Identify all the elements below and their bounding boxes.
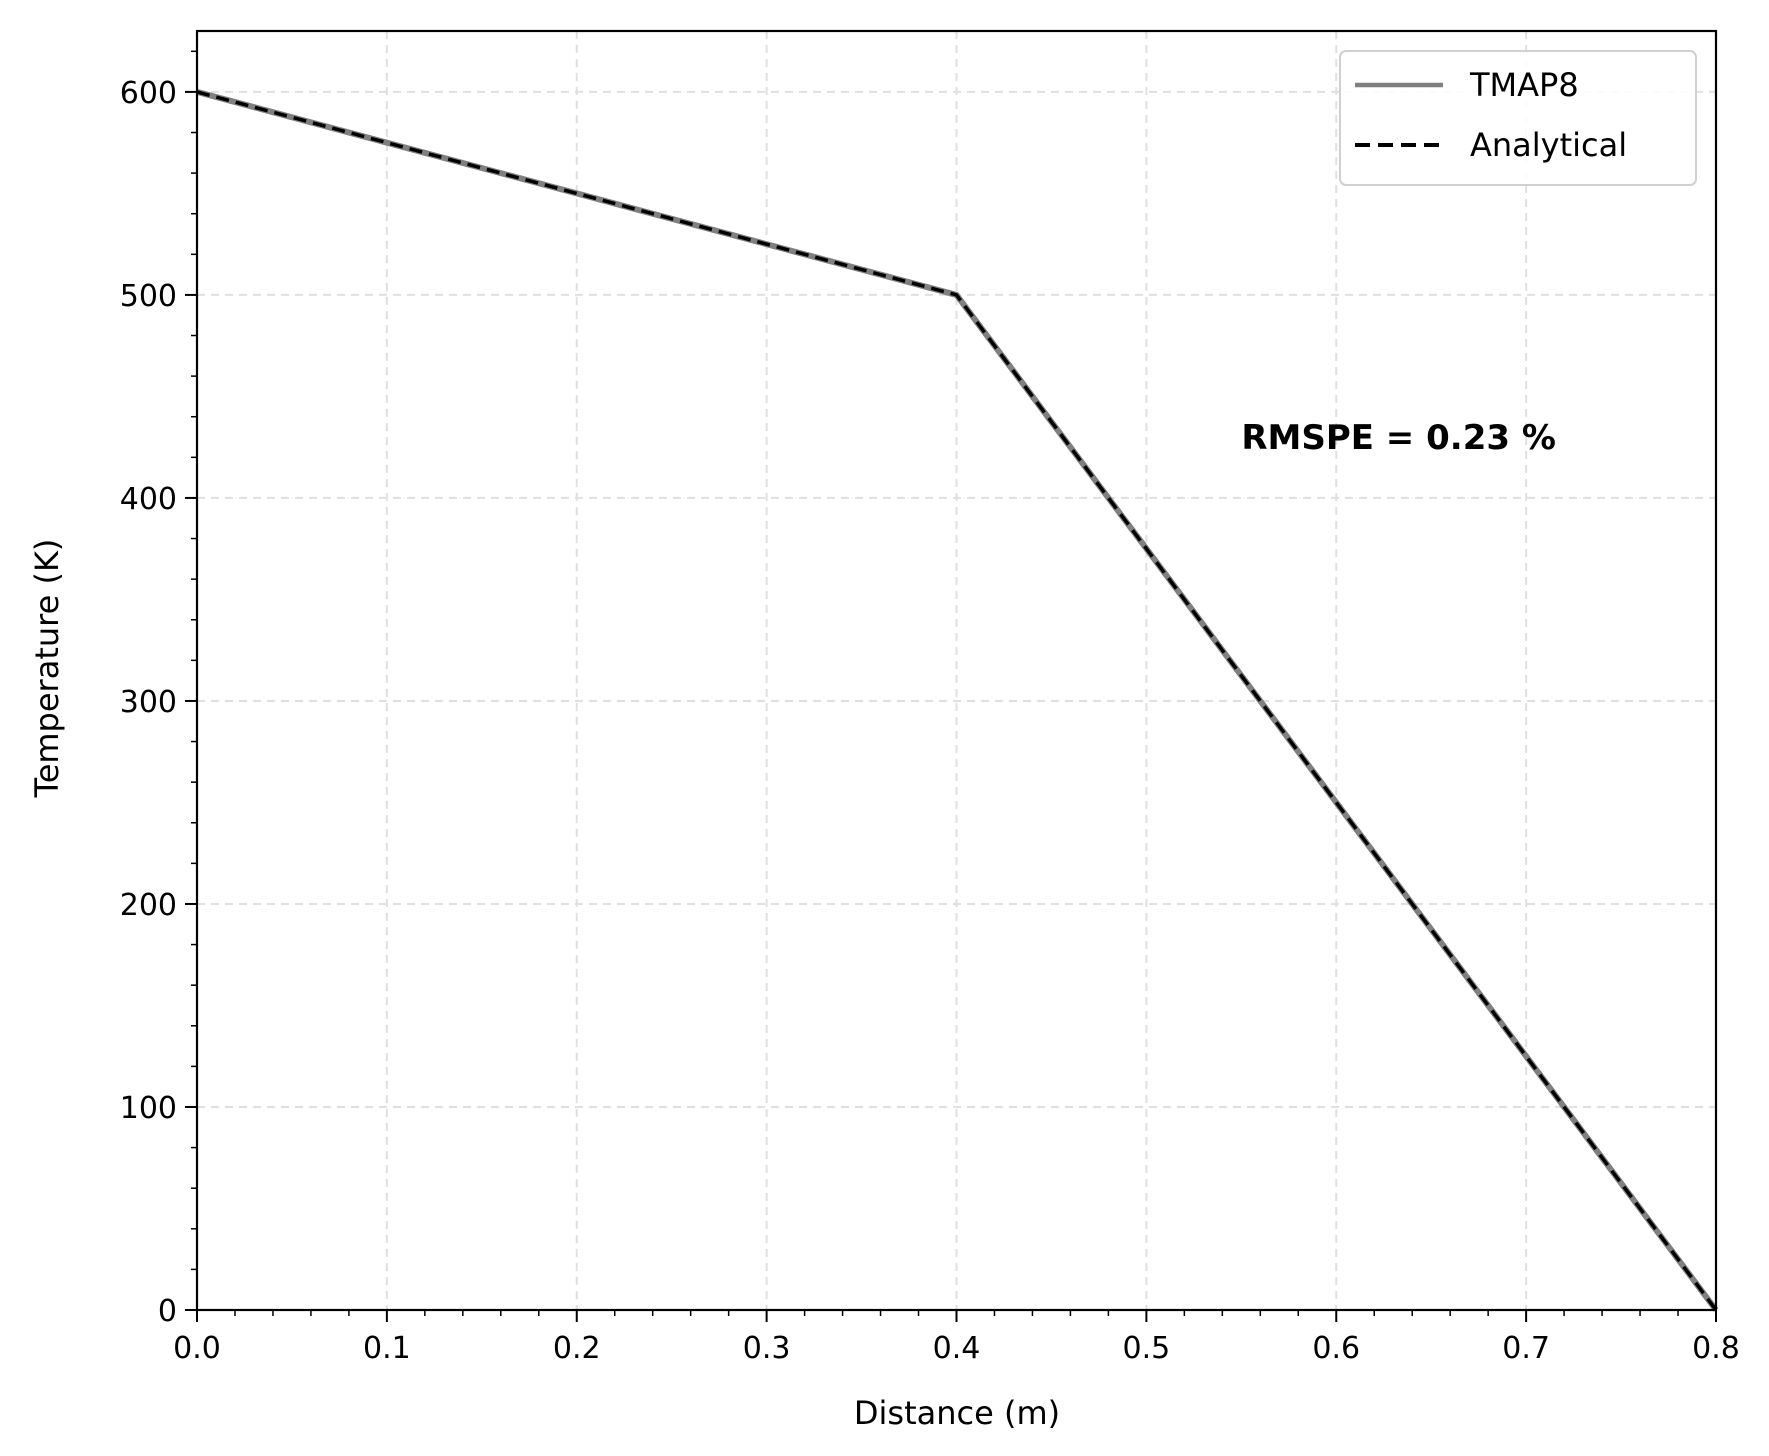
y-axis-label: Temperature (K) <box>28 539 66 799</box>
legend-label-analytical: Analytical <box>1470 126 1627 164</box>
legend-label-tmap8: TMAP8 <box>1469 66 1579 104</box>
x-tick-label: 0.7 <box>1502 1331 1550 1366</box>
series-line-analytical <box>196 90 1718 1312</box>
annotations: RMSPE = 0.23 % <box>1241 418 1556 458</box>
x-tick-label: 0.1 <box>363 1331 411 1366</box>
y-tick-label: 400 <box>120 482 177 517</box>
x-tick-label: 0.4 <box>933 1331 981 1366</box>
x-tick-label: 0.8 <box>1692 1331 1740 1366</box>
ticks: 0.0 0.1 0.2 0.3 0.4 0.5 0.6 0.7 0.8 0 100 200 300 400… <box>120 50 1740 1366</box>
x-tick-label: 0.2 <box>553 1331 601 1366</box>
y-tick-label: 100 <box>120 1091 177 1126</box>
series-layer <box>196 89 1719 1312</box>
x-tick-label: 0.6 <box>1312 1331 1360 1366</box>
rmspe-annotation: RMSPE = 0.23 % <box>1241 418 1556 458</box>
legend: TMAP8 Analytical <box>1339 50 1697 186</box>
x-axis-label: Distance (m) <box>854 1394 1060 1432</box>
y-tick-label: 600 <box>120 76 177 111</box>
x-tick-label: 0.0 <box>173 1331 221 1366</box>
y-tick-label: 500 <box>120 279 177 314</box>
y-tick-label: 0 <box>158 1294 177 1329</box>
y-tick-label: 200 <box>120 888 177 923</box>
y-tick-label: 300 <box>120 685 177 720</box>
x-tick-label: 0.5 <box>1123 1331 1171 1366</box>
x-tick-label: 0.3 <box>743 1331 791 1366</box>
